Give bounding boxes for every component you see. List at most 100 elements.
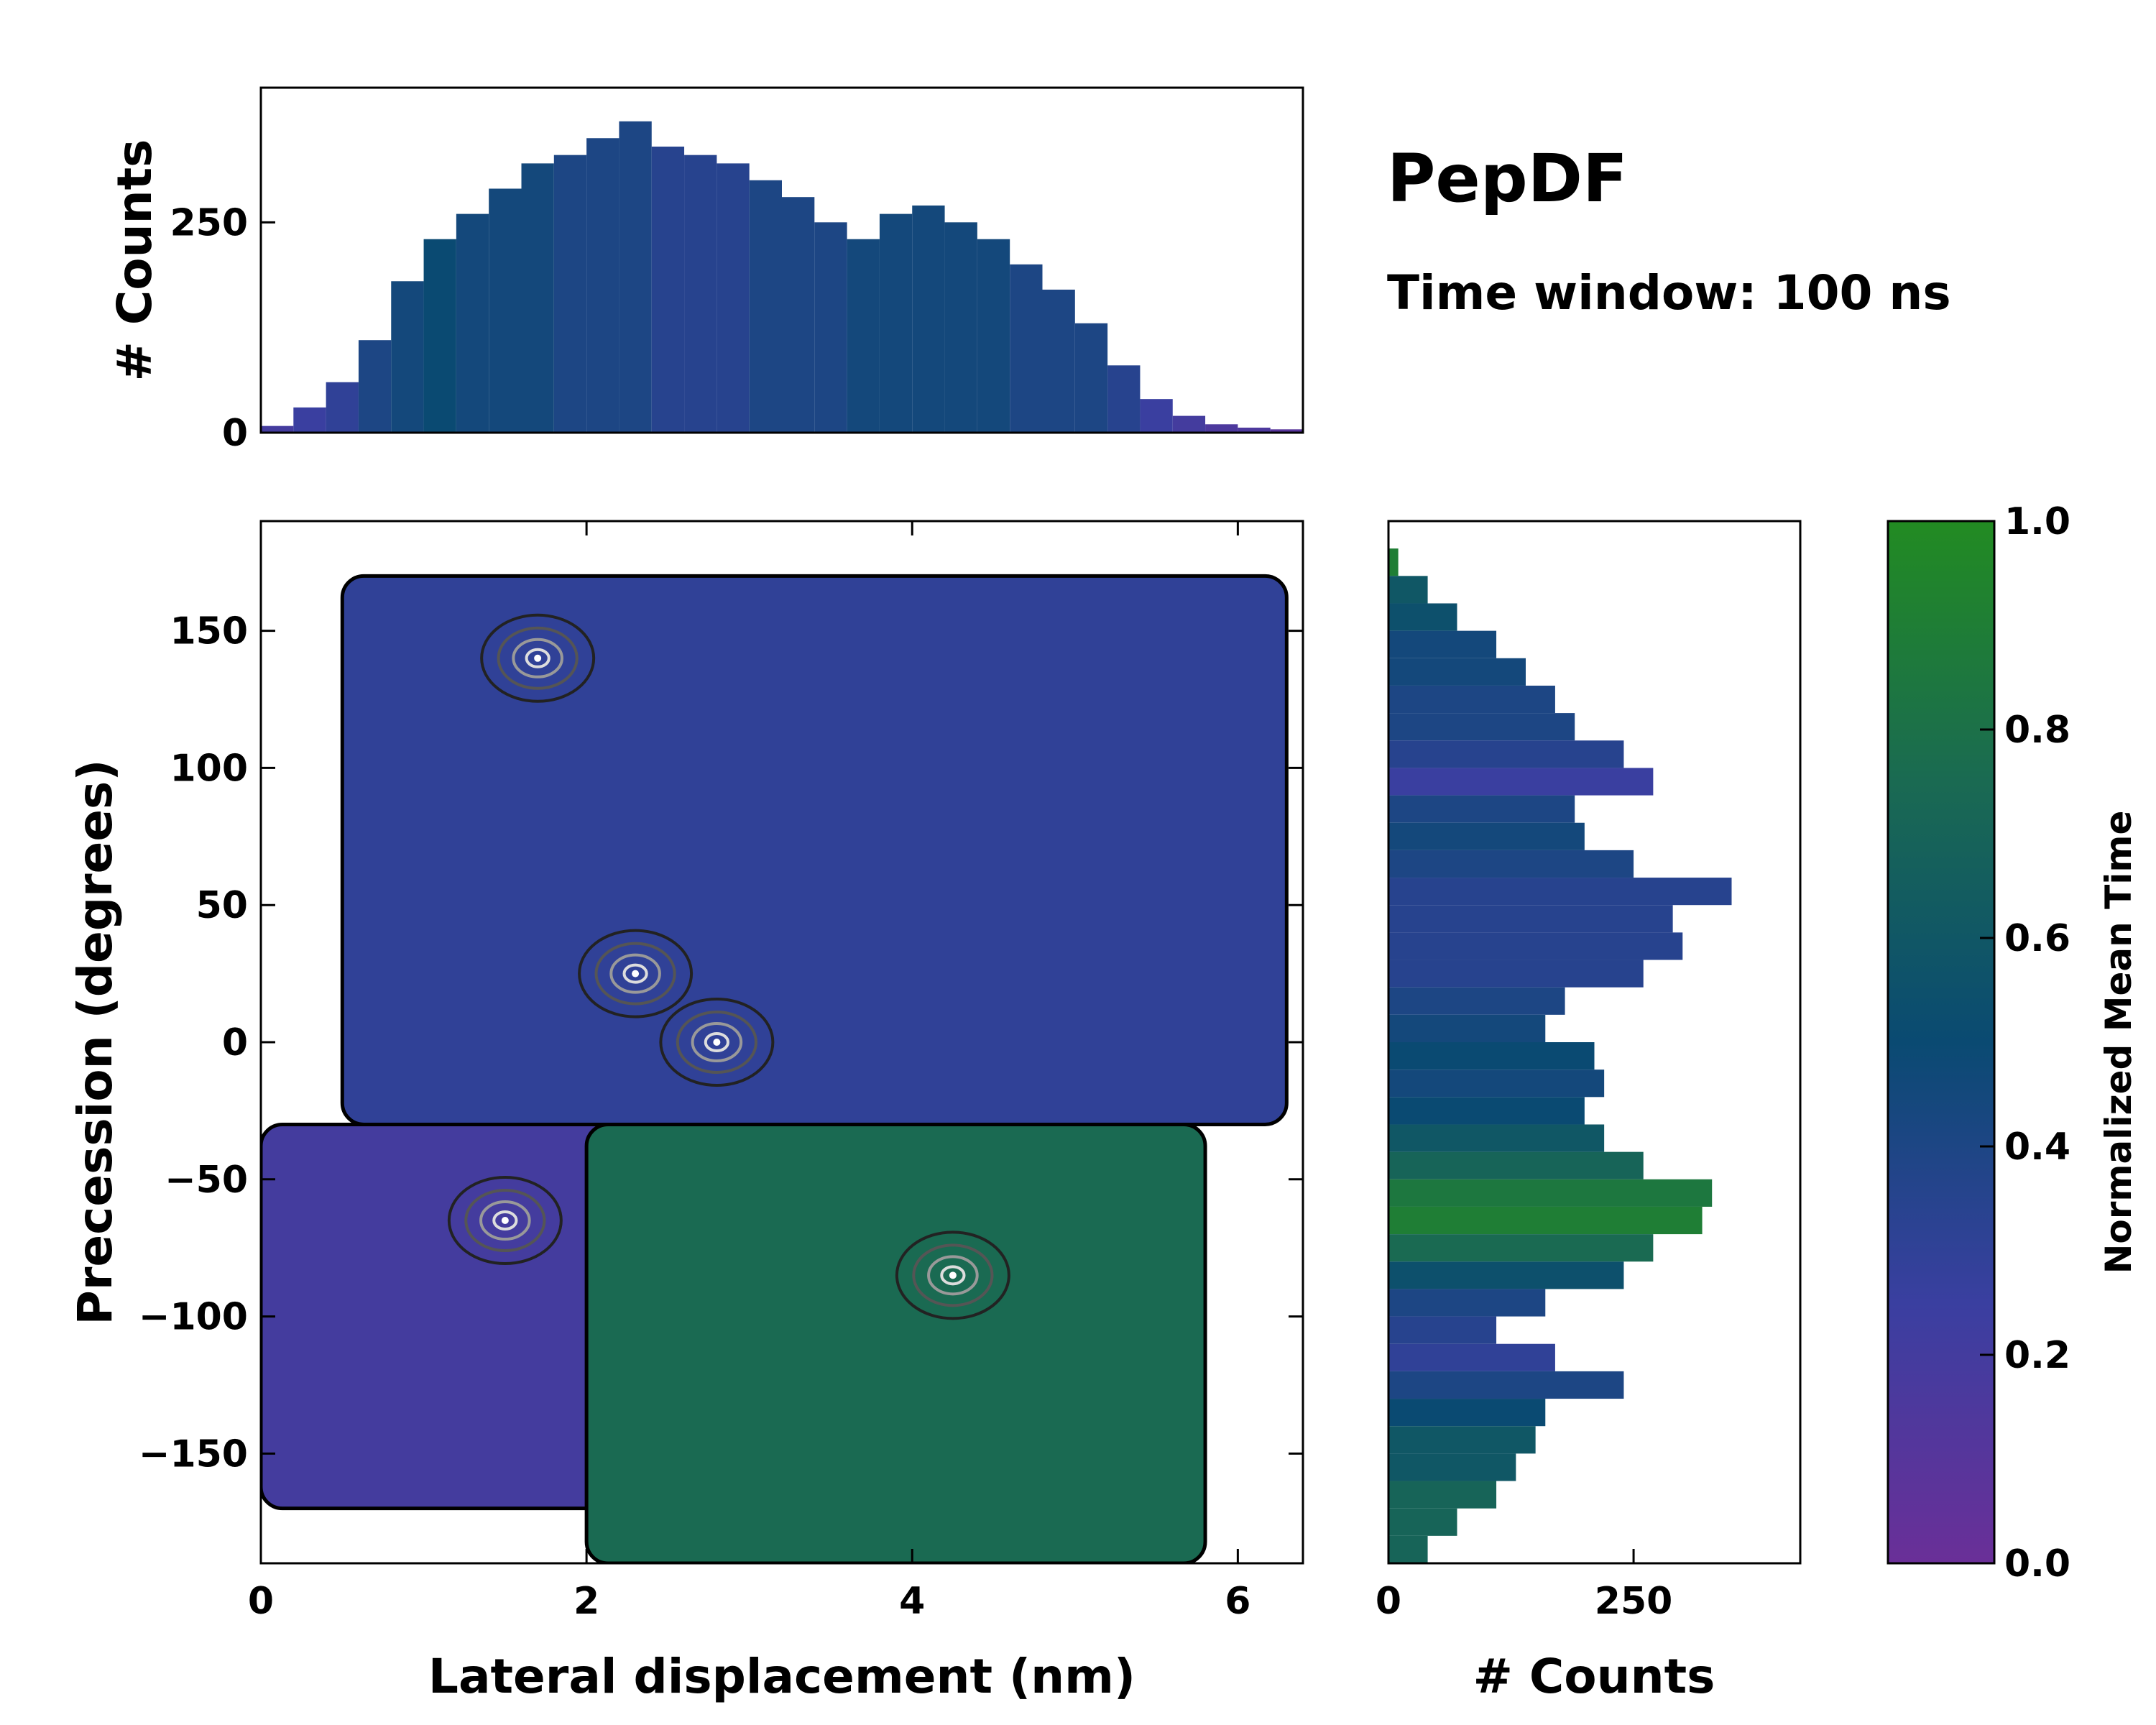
density-peak-0 [632,970,640,978]
top-hist-bar-27 [1140,399,1173,433]
right-hist-bar-20 [1388,1097,1585,1125]
right-hist-bar-25 [1388,1234,1654,1262]
peak-4-contour-3 [704,1032,729,1052]
main-ytick-label-5: −100 [139,1296,248,1339]
right-hist-bars [1388,548,1732,1563]
top-hist-bar-28 [1172,415,1206,433]
top-hist-bar-6 [456,213,489,433]
top-ytick-label-0: 0 [222,412,248,455]
main-ytick-label-2: 50 [196,884,248,927]
right-hist-frame [1387,520,1802,1565]
main-xlabel: Lateral displacement (nm) [428,1649,1135,1704]
top-hist-bar-3 [358,340,392,433]
top-hist-bar-5 [423,239,456,433]
density-peak-2 [949,1271,957,1279]
main-heatmap: 0 2 4 6 150 100 50 0 −50 −100 −150 Lateral displa… [68,520,1304,1704]
top-hist-bar-12 [651,146,685,433]
right-hist-bar-23 [1388,1179,1713,1207]
peak-3-contour-2 [479,1200,531,1241]
right-hist-bar-33 [1388,1453,1516,1481]
top-hist-bar-25 [1074,323,1108,433]
right-hist-bar-4 [1388,658,1526,686]
right-hist-bar-12 [1388,878,1732,906]
top-hist-bar-14 [717,163,750,433]
right-hist-bar-3 [1388,630,1497,658]
right-hist-bar-24 [1388,1206,1703,1235]
right-hist-bar-31 [1388,1399,1546,1427]
right-hist-bar-9 [1388,795,1575,823]
main-ytick-label-3: 0 [222,1021,248,1064]
colorbar-label: Normalized Mean Time [2098,811,2139,1274]
right-xtick-label-0: 0 [1376,1580,1401,1623]
right-hist-xticks: 0 250 [1376,1549,1672,1623]
right-hist-bar-34 [1388,1481,1497,1509]
peak-3-contour-3 [492,1210,518,1231]
right-hist-bar-30 [1388,1371,1624,1399]
right-hist-bar-22 [1388,1151,1644,1179]
top-hist-bar-9 [553,155,587,433]
colorbar: 0.0 0.2 0.4 0.6 0.8 1.0 Normalized Mean Time [1886,500,2139,1586]
right-hist-bar-18 [1388,1042,1595,1070]
top-hist-bar-2 [326,382,359,433]
peak-0-contour-2 [609,953,661,994]
right-hist-bar-11 [1388,850,1634,878]
right-hist-xlabel: # Counts [1473,1649,1715,1704]
top-hist-bar-15 [749,180,782,433]
peak-2-contour-0 [895,1230,1010,1320]
right-hist-bar-26 [1388,1261,1624,1289]
colorbar-ticks: 0.0 0.2 0.4 0.6 0.8 1.0 [1980,500,2070,1586]
chart-title: PepDF [1387,140,1628,217]
top-hist-bar-20 [912,205,945,433]
cb-tick-label-4: 0.8 [2004,709,2070,752]
peak-1-contour-0 [480,613,596,703]
peak-1-contour-2 [512,638,563,678]
density-peaks [447,613,1010,1320]
heatmap-regions [261,574,1289,1563]
main-ytick-label-4: −50 [165,1159,248,1202]
density-peak-1 [534,654,542,662]
main-ytick-label-1: 100 [170,747,248,790]
top-hist-bar-21 [944,222,977,433]
top-hist-bar-30 [1238,427,1271,433]
right-hist-bar-32 [1388,1426,1536,1454]
right-hist-bar-28 [1388,1316,1497,1344]
peak-0-contour-1 [594,942,676,1006]
top-hist-bar-16 [782,197,815,433]
cb-tick-label-0: 0.0 [2004,1542,2070,1586]
peak-4-contour-2 [691,1022,743,1062]
top-hist-bar-11 [619,121,652,433]
peak-1-contour-3 [525,648,550,668]
right-xtick-label-1: 250 [1595,1580,1673,1623]
colorbar-gradient [1886,520,1996,1565]
top-hist-bar-4 [391,281,424,433]
peak-3-contour-0 [447,1176,563,1266]
top-hist-bar-31 [1270,429,1303,433]
peak-2-contour-2 [927,1255,979,1296]
top-hist-bar-26 [1107,365,1141,433]
top-hist-bar-13 [684,155,717,433]
right-histogram: 0 250 # Counts [1376,520,1802,1704]
top-hist-bar-0 [261,426,294,433]
top-hist-frame [259,86,1304,434]
top-hist-bar-24 [1042,289,1075,433]
top-hist-bar-29 [1205,424,1238,433]
right-hist-bar-1 [1388,576,1428,604]
right-hist-bar-10 [1388,822,1585,850]
top-hist-bar-1 [293,407,326,433]
cb-tick-label-1: 0.2 [2004,1334,2070,1377]
top-hist-bar-8 [521,163,554,433]
right-hist-bar-13 [1388,905,1673,933]
right-hist-bar-15 [1388,960,1644,988]
right-hist-bar-16 [1388,987,1565,1015]
main-ytick-label-6: −150 [139,1432,248,1476]
top-hist-ylabel: # Counts [107,139,162,382]
peak-3-contour-1 [464,1189,546,1253]
right-hist-bar-14 [1388,932,1683,960]
peak-0-contour-3 [622,963,648,984]
main-xtick-label-0: 0 [248,1580,274,1623]
right-hist-bar-27 [1388,1289,1546,1317]
right-hist-bar-19 [1388,1070,1605,1098]
right-hist-bar-5 [1388,685,1555,714]
peak-4-contour-1 [676,1011,757,1074]
main-yticks: 150 100 50 0 −50 −100 −150 [139,610,1303,1476]
